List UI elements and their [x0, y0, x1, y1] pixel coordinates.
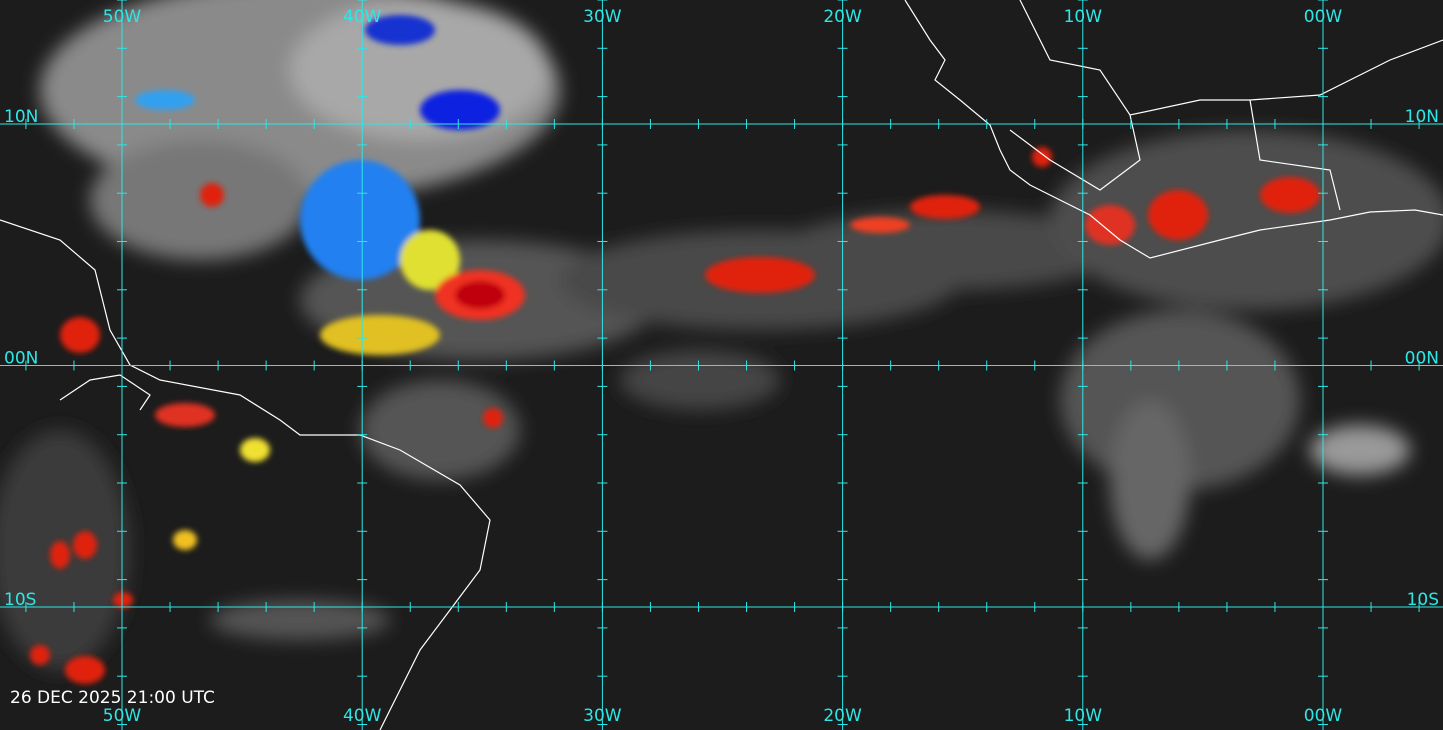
longitude-label-top: 20W	[823, 7, 862, 27]
longitude-label-bottom: 00W	[1304, 706, 1343, 726]
timestamp: 26 DEC 2025 21:00 UTC	[10, 688, 215, 708]
longitude-label-bottom: 10W	[1064, 706, 1103, 726]
latitude-label-right: 10N	[1405, 107, 1439, 127]
latitude-label-left: 10S	[4, 590, 36, 610]
cloud-cover	[0, 0, 1443, 670]
longitude-label-top: 10W	[1064, 7, 1103, 27]
latitude-label-right: 00N	[1405, 349, 1439, 369]
longitude-label-top: 00W	[1304, 7, 1343, 27]
grid-labels: 50W 50W 40W 40W 30W 30W 20W 20W 10W 10W 00W 00W 10N 1…	[4, 7, 1439, 726]
longitude-label-bottom: 50W	[103, 706, 142, 726]
latitude-label-left: 00N	[4, 349, 38, 369]
longitude-label-bottom: 40W	[343, 706, 382, 726]
longitude-label-top: 50W	[103, 7, 142, 27]
longitude-label-top: 40W	[343, 7, 382, 27]
convection	[30, 15, 1320, 684]
longitude-label-bottom: 30W	[583, 706, 622, 726]
longitude-label-top: 30W	[583, 7, 622, 27]
latitude-label-left: 10N	[4, 107, 38, 127]
latitude-label-right: 10S	[1407, 590, 1439, 610]
longitude-label-bottom: 20W	[823, 706, 862, 726]
